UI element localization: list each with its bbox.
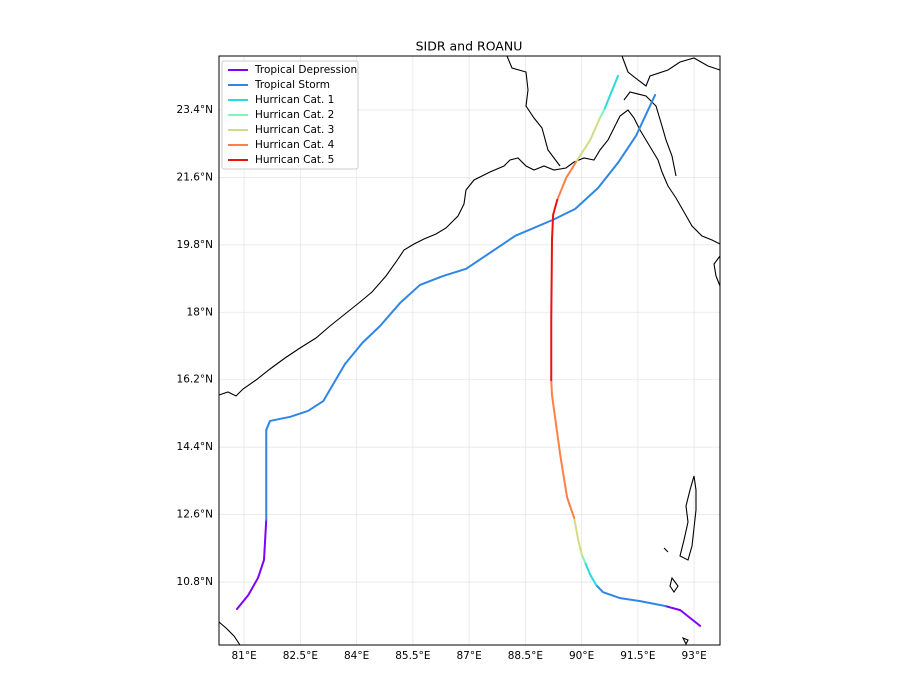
legend-label: Tropical Storm xyxy=(254,79,330,91)
x-tick-label: 88.5°E xyxy=(508,650,543,662)
track-line xyxy=(550,161,577,519)
legend-label: Hurrican Cat. 1 xyxy=(255,94,334,106)
x-tick-label: 91.5°E xyxy=(620,650,655,662)
plot-area xyxy=(218,55,721,646)
x-tick-label: 84°E xyxy=(344,650,369,662)
y-tick-label: 16.2°N xyxy=(177,374,213,386)
coastline xyxy=(218,109,721,397)
tracks xyxy=(236,74,702,627)
y-tick-label: 14.4°N xyxy=(177,441,213,453)
coastline xyxy=(506,55,561,167)
y-tick-label: 10.8°N xyxy=(177,576,213,588)
track-line xyxy=(550,198,559,382)
coastline xyxy=(713,255,721,287)
track-line xyxy=(581,108,606,564)
track-line xyxy=(584,74,619,587)
x-tick-label: 93°E xyxy=(682,650,707,662)
chart-title: SIDR and ROANU xyxy=(416,39,523,54)
coastline xyxy=(623,91,677,177)
coastline xyxy=(621,55,721,87)
legend: Tropical Depression Tropical Storm Hurrica… xyxy=(221,60,359,170)
y-tick-label: 12.6°N xyxy=(177,509,213,521)
track-line xyxy=(265,93,667,608)
legend-box xyxy=(221,60,359,170)
x-tick-label: 90°E xyxy=(569,650,594,662)
x-tick-label: 81°E xyxy=(232,650,257,662)
axes-frame xyxy=(218,55,721,646)
coastline xyxy=(663,547,689,646)
legend-label: Hurrican Cat. 3 xyxy=(255,124,334,136)
x-tick-label: 82.5°E xyxy=(283,650,318,662)
grid xyxy=(219,56,720,645)
legend-label: Hurrican Cat. 4 xyxy=(255,139,335,151)
y-tick-label: 23.4°N xyxy=(177,104,213,116)
legend-label: Hurrican Cat. 5 xyxy=(255,154,334,166)
y-tick-label: 21.6°N xyxy=(177,171,213,183)
track-line xyxy=(573,116,601,557)
tick-labels: 81°E 82.5°E 84°E 85.5°E 87°E 88.5°E 90°E 91.5°E… xyxy=(177,104,707,662)
legend-label: Hurrican Cat. 2 xyxy=(255,109,334,121)
y-tick-label: 19.8°N xyxy=(177,239,213,251)
coastline xyxy=(679,475,697,561)
x-tick-label: 87°E xyxy=(457,650,482,662)
y-tick-label: 18°N xyxy=(187,306,213,318)
x-tick-label: 85.5°E xyxy=(395,650,430,662)
track-line xyxy=(236,518,702,627)
legend-label: Tropical Depression xyxy=(254,64,357,76)
coastline xyxy=(218,621,241,646)
